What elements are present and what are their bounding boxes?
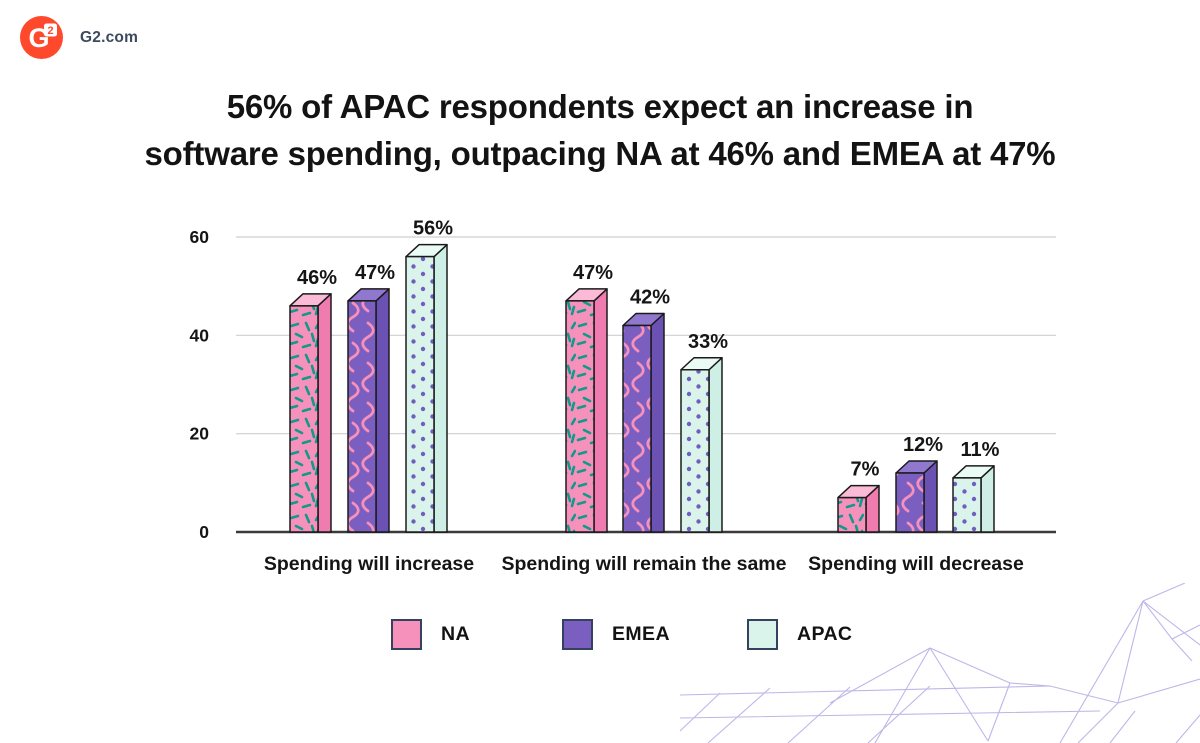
g2-logo-superscript: 2	[47, 25, 53, 37]
chart-title: 56% of APAC respondents expect an increa…	[0, 84, 1200, 177]
y-tick-label-40: 40	[190, 325, 210, 345]
value-label-NA-2: 7%	[851, 459, 880, 481]
bar-EMEA-1[interactable]	[622, 324, 652, 533]
bar-EMEA-0[interactable]	[347, 300, 377, 533]
g2-logo-chip	[44, 23, 57, 37]
bar-APAC-0[interactable]	[405, 255, 435, 533]
value-label-EMEA-0: 47%	[355, 262, 395, 284]
category-label-0: Spending will increase	[264, 553, 474, 575]
value-label-APAC-2: 11%	[961, 439, 1000, 461]
bar-side-NA-0	[317, 293, 332, 533]
legend-swatch-apac	[747, 619, 778, 650]
decorative-mesh	[680, 583, 1200, 743]
chart-title-line1: 56% of APAC respondents expect an increa…	[226, 88, 974, 125]
legend-swatch-na	[391, 619, 422, 650]
value-label-NA-0: 46%	[297, 267, 337, 289]
legend-item-na[interactable]: NA	[391, 619, 470, 650]
legend-item-apac[interactable]: APAC	[747, 619, 852, 650]
bar-APAC-2[interactable]	[952, 477, 982, 533]
legend-item-emea[interactable]: EMEA	[562, 619, 670, 650]
decorative-mesh-path	[680, 583, 1200, 743]
legend-label-emea: EMEA	[612, 623, 670, 645]
value-label-APAC-1: 33%	[688, 331, 728, 353]
chart-title-line2: software spending, outpacing NA at 46% a…	[144, 134, 1056, 172]
bar-side-EMEA-0	[375, 288, 390, 533]
category-label-1: Spending will remain the same	[502, 553, 787, 575]
bar-NA-0[interactable]	[289, 305, 319, 533]
site-label[interactable]: G2.com	[80, 28, 139, 46]
legend-label-na: NA	[441, 623, 470, 645]
legend-swatch-emea	[562, 619, 593, 650]
bar-side-APAC-0	[433, 243, 448, 533]
bar-NA-2[interactable]	[837, 496, 867, 533]
bar-APAC-1[interactable]	[680, 369, 710, 533]
bar-side-APAC-1	[708, 357, 723, 533]
bar-NA-1[interactable]	[565, 300, 595, 533]
y-tick-label-60: 60	[190, 227, 210, 247]
value-label-EMEA-1: 42%	[630, 287, 670, 309]
value-label-NA-1: 47%	[573, 262, 613, 284]
value-label-EMEA-2: 12%	[903, 434, 943, 456]
bar-EMEA-2[interactable]	[895, 472, 925, 533]
value-label-APAC-0: 56%	[413, 218, 453, 240]
y-tick-label-0: 0	[199, 522, 209, 542]
category-label-2: Spending will decrease	[808, 553, 1024, 575]
y-tick-label-20: 20	[190, 424, 210, 444]
legend-label-apac: APAC	[797, 623, 853, 645]
bar-side-EMEA-1	[650, 312, 665, 533]
brand-header: G 2 G2.com	[20, 16, 138, 59]
g2-logo-icon[interactable]: G 2	[20, 16, 63, 59]
bar-side-NA-1	[593, 288, 608, 533]
